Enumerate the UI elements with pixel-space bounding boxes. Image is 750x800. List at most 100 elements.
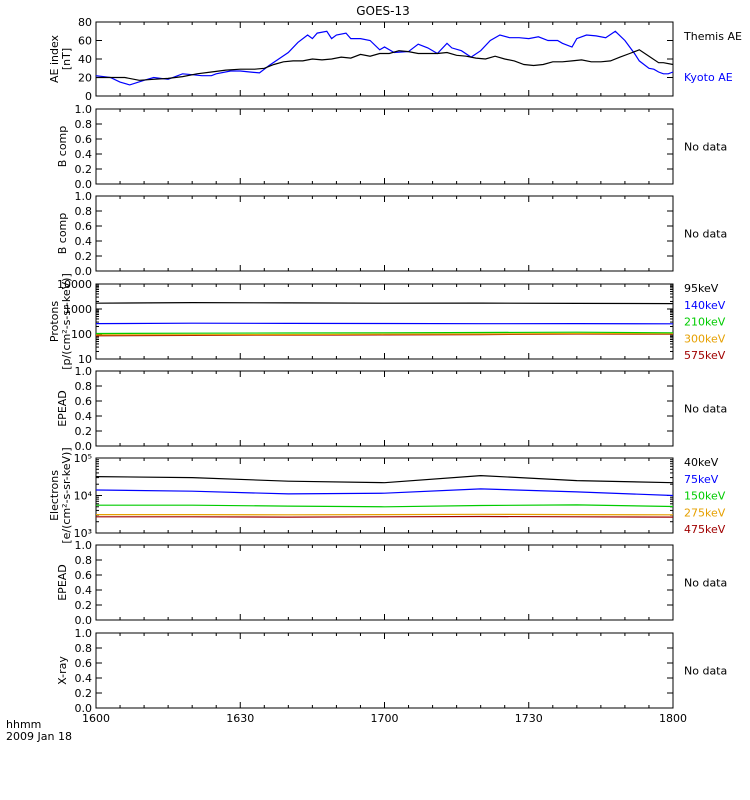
y-tick-label: 0.8 bbox=[75, 642, 93, 655]
y-tick-label: 1000 bbox=[64, 303, 92, 316]
y-tick-label: 0.8 bbox=[75, 118, 93, 131]
y-tick-label: 40 bbox=[78, 53, 92, 66]
panel-protons: 10 100 1000 10000 Protons [p/(cm²-s-sr-keV)] 9… bbox=[48, 273, 726, 370]
panel-b1: 0.0 0.2 0.4 0.6 0.8 1.0 B comp No data bbox=[56, 103, 727, 191]
y-tick-label: 0.2 bbox=[75, 599, 93, 612]
y-axis-label: B comp bbox=[56, 126, 69, 168]
panel-frame bbox=[95, 195, 674, 272]
series-line-475kev bbox=[96, 515, 674, 518]
time-unit-label: hhmm bbox=[6, 718, 41, 731]
y-tick-label: 0.0 bbox=[75, 440, 93, 453]
y-tick-label: 100 bbox=[71, 328, 92, 341]
series-line-themis-ae bbox=[96, 49, 674, 81]
plot-title: GOES-13 bbox=[356, 4, 410, 18]
panel-electrons: 10³ 10⁴ 10⁵ Electrons [e/(cm²-s-sr-keV)] 40ke… bbox=[48, 447, 726, 543]
y-tick-label: 0.6 bbox=[75, 569, 93, 582]
y-tick-label: 0.2 bbox=[75, 425, 93, 438]
series-line-kyoto-ae bbox=[95, 30, 674, 86]
legend-150kev: 150keV bbox=[684, 490, 726, 503]
y-tick-label: 10000 bbox=[57, 278, 92, 291]
y-axis-label: [p/(cm²-s-sr-keV)] bbox=[60, 273, 73, 370]
y-tick-label: 0.8 bbox=[75, 205, 93, 218]
y-tick-label: 1.0 bbox=[75, 103, 93, 116]
y-tick-label: 0.4 bbox=[75, 235, 93, 248]
panel-epead1: 0.0 0.2 0.4 0.6 0.8 1.0 EPEAD No data bbox=[56, 365, 727, 453]
legend-40kev: 40keV bbox=[684, 456, 719, 469]
panel-ae: 0 20 40 60 80 AE index [nT] Themis AE Kyoto AE bbox=[48, 16, 742, 103]
y-tick-label: 0.4 bbox=[75, 410, 93, 423]
y-tick-label: 10⁴ bbox=[74, 490, 93, 503]
y-tick-label: 0 bbox=[85, 90, 92, 103]
y-tick-label: 0.2 bbox=[75, 687, 93, 700]
date-label: 2009 Jan 18 bbox=[6, 730, 72, 743]
panels-group: 0 20 40 60 80 AE index [nT] Themis AE Kyoto AE 0.… bbox=[48, 16, 742, 715]
y-tick-label: 0.4 bbox=[75, 148, 93, 161]
y-axis-label: B comp bbox=[56, 213, 69, 255]
y-tick-label: 0.4 bbox=[75, 672, 93, 685]
legend-95kev: 95keV bbox=[684, 282, 719, 295]
y-tick-label: 1.0 bbox=[75, 627, 93, 640]
series-line-40kev bbox=[95, 474, 674, 484]
series-line-275kev bbox=[96, 513, 674, 516]
y-tick-label: 0.6 bbox=[75, 657, 93, 670]
y-tick-label: 0.6 bbox=[75, 133, 93, 146]
y-axis-label: EPEAD bbox=[56, 564, 69, 601]
y-tick-label: 0.0 bbox=[75, 702, 93, 715]
y-tick-label: 20 bbox=[78, 72, 92, 85]
panel-frame bbox=[95, 632, 674, 709]
y-tick-label: 1.0 bbox=[75, 365, 93, 378]
y-tick-label: 0.6 bbox=[75, 220, 93, 233]
x-tick-label: 1800 bbox=[659, 712, 687, 725]
y-tick-label: 60 bbox=[78, 35, 92, 48]
no-data-label: No data bbox=[684, 665, 727, 678]
y-tick-label: 10³ bbox=[74, 527, 92, 540]
series-line-75kev bbox=[95, 488, 674, 497]
legend-575kev: 575keV bbox=[684, 349, 726, 362]
legend-475kev: 475keV bbox=[684, 523, 726, 536]
x-axis-labels: 1600 1630 1700 1730 1800 bbox=[82, 712, 687, 725]
series-line-95kev bbox=[95, 302, 674, 305]
series-line-140kev bbox=[95, 322, 674, 325]
legend-themis-ae: Themis AE bbox=[683, 30, 742, 43]
y-tick-label: 1.0 bbox=[75, 539, 93, 552]
panel-frame bbox=[95, 544, 674, 621]
y-tick-label: 0.0 bbox=[75, 265, 93, 278]
y-tick-label: 0.2 bbox=[75, 250, 93, 263]
y-tick-label: 10 bbox=[78, 353, 92, 366]
y-tick-label: 10⁵ bbox=[74, 452, 92, 465]
y-tick-label: 0.4 bbox=[75, 584, 93, 597]
panel-epead2: 0.0 0.2 0.4 0.6 0.8 1.0 EPEAD No data bbox=[56, 539, 727, 627]
y-tick-label: 0.8 bbox=[75, 380, 93, 393]
panel-frame bbox=[95, 108, 674, 185]
series-line-150kev bbox=[96, 504, 674, 508]
legend-kyoto-ae: Kyoto AE bbox=[684, 71, 733, 84]
legend-300kev: 300keV bbox=[684, 332, 726, 345]
y-tick-label: 0.6 bbox=[75, 395, 93, 408]
legend-140kev: 140keV bbox=[684, 299, 726, 312]
no-data-label: No data bbox=[684, 141, 727, 154]
panel-frame bbox=[95, 21, 674, 97]
y-axis-label: [e/(cm²-s-sr-keV)] bbox=[60, 447, 73, 543]
legend-275kev: 275keV bbox=[684, 506, 726, 519]
panel-xray: 0.0 0.2 0.4 0.6 0.8 1.0 X-ray No data bbox=[56, 627, 727, 715]
panel-b2: 0.0 0.2 0.4 0.6 0.8 1.0 B comp No data bbox=[56, 190, 727, 278]
y-tick-label: 1.0 bbox=[75, 190, 93, 203]
legend-210kev: 210keV bbox=[684, 316, 726, 329]
no-data-label: No data bbox=[684, 403, 727, 416]
y-axis-label: EPEAD bbox=[56, 390, 69, 427]
panel-frame bbox=[95, 457, 674, 534]
series-line-210kev bbox=[95, 331, 674, 335]
y-tick-label: 0.2 bbox=[75, 163, 93, 176]
y-tick-label: 0.0 bbox=[75, 178, 93, 191]
x-tick-label: 1630 bbox=[226, 712, 254, 725]
y-tick-label: 0.8 bbox=[75, 554, 93, 567]
x-tick-label: 1730 bbox=[515, 712, 543, 725]
y-tick-label: 80 bbox=[78, 16, 92, 29]
panel-frame bbox=[95, 370, 674, 447]
y-axis-label: AE index bbox=[48, 34, 61, 83]
legend-75kev: 75keV bbox=[684, 473, 719, 486]
no-data-label: No data bbox=[684, 577, 727, 590]
series-line-300kev bbox=[95, 332, 674, 336]
y-axis-label: [nT] bbox=[60, 48, 73, 70]
